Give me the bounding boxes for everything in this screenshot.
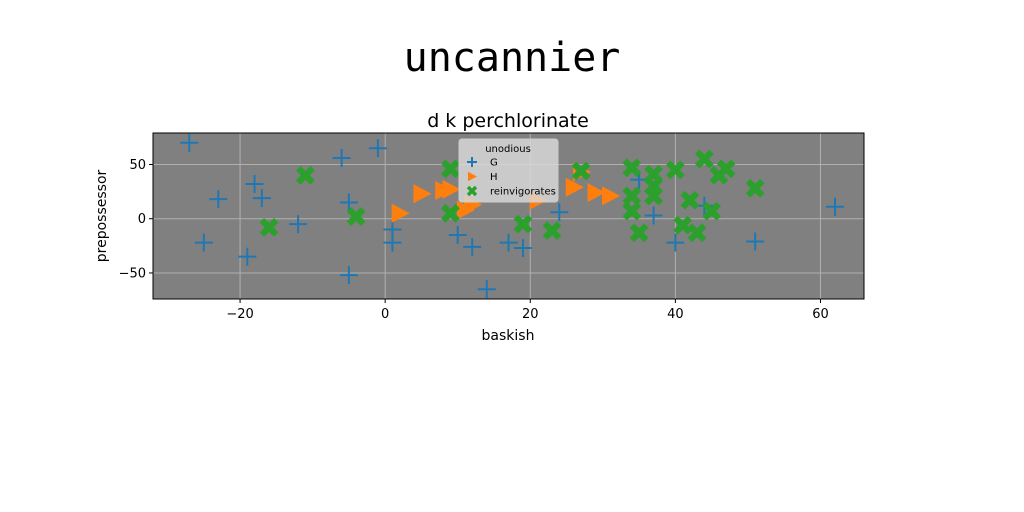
legend-box <box>458 138 559 203</box>
y-tick-label: −50 <box>119 266 146 281</box>
data-point <box>209 190 228 209</box>
data-point <box>295 165 315 185</box>
x-tick-label: 20 <box>522 307 539 322</box>
series-reinvigorates <box>259 149 765 243</box>
data-point <box>441 203 460 223</box>
data-point <box>441 159 460 179</box>
data-point <box>565 177 584 197</box>
data-point <box>694 149 714 169</box>
y-tick-label: 0 <box>138 212 146 227</box>
data-point <box>666 233 685 252</box>
data-point <box>245 174 264 193</box>
x-tick-label: −20 <box>226 307 253 322</box>
legend-entry: G <box>467 157 498 169</box>
x-tick-label: 40 <box>667 307 684 322</box>
data-point <box>746 232 765 251</box>
data-point <box>680 190 700 210</box>
data-point <box>644 186 664 206</box>
data-point <box>622 186 642 206</box>
data-point <box>587 183 606 203</box>
series-h <box>391 162 621 223</box>
data-point <box>383 233 402 252</box>
data-point <box>332 148 351 167</box>
legend-entry: H <box>468 171 498 183</box>
data-point <box>463 237 482 256</box>
data-point <box>644 206 663 225</box>
legend-label: G <box>490 158 498 169</box>
legend-marker <box>468 171 477 182</box>
page-title: uncannier <box>403 35 621 81</box>
data-point <box>716 159 736 179</box>
data-point <box>702 201 722 221</box>
data-point <box>368 139 387 158</box>
data-point <box>542 221 562 241</box>
data-point <box>346 207 366 226</box>
data-point <box>413 184 432 204</box>
y-axis-label: prepossessor <box>94 170 110 263</box>
data-point <box>499 233 518 252</box>
data-point <box>442 179 461 199</box>
data-point <box>571 161 591 181</box>
data-point <box>825 197 844 216</box>
data-point <box>687 223 707 243</box>
data-point <box>673 215 693 235</box>
data-point <box>339 266 358 285</box>
data-point <box>194 233 213 252</box>
chart-title: d k perchlorinate <box>427 110 589 132</box>
data-point <box>513 214 533 234</box>
data-point <box>391 203 410 223</box>
data-point <box>622 158 642 178</box>
data-point <box>550 203 569 222</box>
data-point <box>289 215 308 234</box>
data-point <box>448 225 467 244</box>
x-axis-ticks: −20 0 20 40 60 <box>226 299 829 322</box>
data-point <box>180 133 199 152</box>
data-point <box>629 223 649 243</box>
legend-title: unodious <box>485 144 531 155</box>
data-point <box>644 164 664 184</box>
x-axis-label: baskish <box>482 328 535 344</box>
x-tick-label: 60 <box>812 307 829 322</box>
x-tick-label: 0 <box>381 307 389 322</box>
data-point <box>259 217 279 237</box>
legend-marker <box>467 157 477 167</box>
y-axis-ticks: −50 0 50 <box>119 158 153 281</box>
data-point <box>477 280 496 299</box>
data-point <box>514 239 533 258</box>
data-points <box>180 133 844 299</box>
data-point <box>238 247 257 266</box>
series-g <box>180 133 844 299</box>
legend-label: reinvigorates <box>490 187 556 198</box>
data-point <box>602 186 621 206</box>
y-tick-label: 50 <box>129 158 146 173</box>
data-point <box>339 193 358 212</box>
legend-marker <box>466 185 478 197</box>
data-point <box>745 178 765 198</box>
data-point <box>622 201 642 221</box>
data-point <box>665 160 685 180</box>
legend-label: H <box>490 172 498 183</box>
plot-frame <box>152 132 865 300</box>
data-point <box>252 189 271 208</box>
legend-entry: reinvigorates <box>466 185 556 198</box>
